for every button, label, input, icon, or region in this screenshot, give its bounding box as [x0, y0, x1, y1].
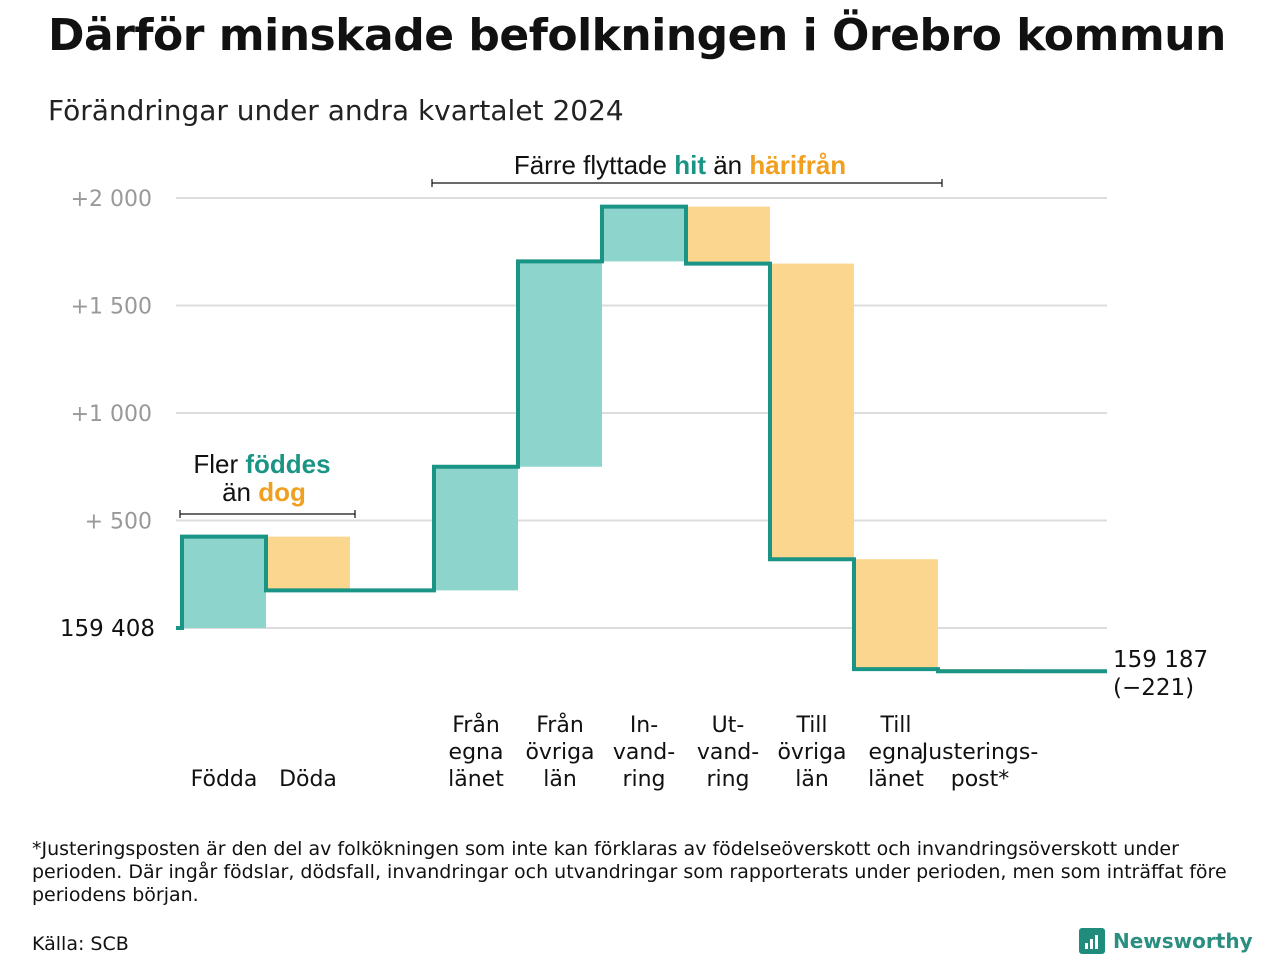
category-label: Födda [191, 767, 258, 792]
category-label: egna [869, 740, 924, 765]
category-label: Ut- [712, 713, 745, 738]
bar-till-övriga-län [770, 263, 854, 560]
annotation-births-line1: Fler föddes [193, 449, 330, 479]
category-label: Från [452, 712, 500, 738]
chart-subtitle: Förändringar under andra kvartalet 2024 [48, 94, 624, 127]
category-label: post* [951, 767, 1010, 792]
source-note: Källa: SCB [32, 933, 129, 955]
category-label: Justerings- [920, 740, 1039, 765]
waterfall-chart: + 500 +1 000 +1 500 +2 000 159 408 Födda Döda F… [60, 150, 1208, 792]
bar-invandring [602, 206, 686, 262]
end-change-label: (−221) [1113, 675, 1194, 701]
newsworthy-logo-icon [1079, 928, 1105, 954]
cumulative-line [176, 204, 1107, 674]
bar-födda [182, 536, 266, 628]
category-label: länet [868, 767, 924, 792]
category-label: övriga [525, 740, 594, 765]
y-tick-label: + 500 [85, 510, 152, 535]
y-tick-label: +1 000 [71, 402, 152, 427]
category-label: länet [448, 767, 504, 792]
category-label: Till [795, 713, 827, 738]
y-tick-label: +2 000 [71, 187, 152, 212]
bar-utvandring [686, 206, 770, 264]
category-label: Döda [279, 767, 337, 792]
category-label: ring [706, 767, 749, 792]
category-label: Till [879, 713, 911, 738]
end-value-label: 159 187 [1113, 647, 1208, 673]
bar-till-egna-länet [854, 559, 938, 670]
brand-name: Newsworthy [1113, 929, 1253, 953]
category-label: län [543, 767, 577, 792]
brand-logo: Newsworthy [1079, 928, 1253, 954]
category-label: län [795, 767, 829, 792]
category-label: egna [449, 740, 504, 765]
y-tick-label: +1 500 [71, 295, 152, 320]
category-label: övriga [777, 740, 846, 765]
footnote: *Justeringsposten är den del av folkökni… [32, 838, 1227, 906]
category-label: vand- [697, 740, 759, 765]
category-label: Från [536, 712, 584, 738]
bar-från-övriga-län [518, 261, 602, 467]
category-label: In- [630, 713, 658, 738]
bar-döda [266, 536, 350, 591]
annotation-migration: Färre flyttade hit än härifrån [514, 150, 846, 180]
start-value-label: 159 408 [60, 616, 155, 642]
category-label: ring [622, 767, 665, 792]
chart-title: Därför minskade befolkningen i Örebro ko… [48, 10, 1226, 61]
bar-från-egna-länet [434, 466, 518, 591]
annotation-births-line2: än dog [222, 477, 306, 507]
category-label: vand- [613, 740, 675, 765]
